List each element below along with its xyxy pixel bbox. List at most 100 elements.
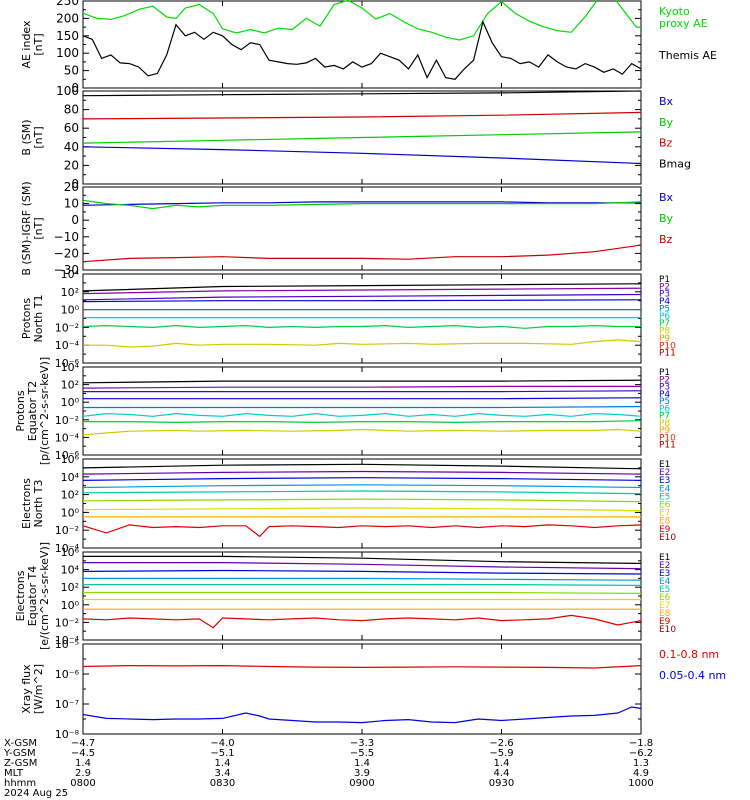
legend-entry: P9 — [659, 334, 670, 344]
y-tick-label: 50 — [64, 64, 79, 78]
series-line — [83, 577, 642, 581]
y-axis-label: [p/(cm^2-s-sr-keV)] — [38, 357, 51, 465]
legend-entry: P4 — [659, 390, 670, 400]
x-axis-tick-label: 3.4 — [215, 768, 231, 779]
y-tick-label: 10⁻⁶ — [55, 449, 80, 462]
series-line — [82, 428, 642, 436]
legend-entry: E9 — [659, 617, 671, 627]
series-line — [82, 569, 642, 575]
legend-entry: E10 — [659, 533, 676, 543]
series-line — [82, 470, 642, 475]
y-tick-label: 10 — [64, 197, 79, 211]
legend-entry: P6 — [659, 312, 670, 322]
series-line — [82, 244, 642, 263]
series-line — [83, 583, 642, 587]
y-tick-label: 10⁻⁶ — [55, 357, 80, 370]
y-axis-label: [W/m^2] — [32, 664, 45, 714]
y-axis-label: Electrons — [20, 478, 33, 529]
legend-entry: Bz — [659, 233, 673, 246]
series-line — [82, 293, 642, 301]
legend-entry: P5 — [659, 397, 670, 407]
legend-entry: E8 — [659, 517, 671, 527]
y-tick-label: 10⁻⁵ — [55, 638, 79, 651]
y-tick-label: 10⁻² — [55, 414, 79, 427]
panel-frame — [82, 643, 642, 735]
legend-entry: P6 — [659, 404, 670, 414]
y-axis-label: North T3 — [32, 480, 45, 528]
legend-entry: E6 — [659, 501, 671, 511]
x-axis-tick-label: 4.9 — [633, 768, 649, 779]
x-axis-tick-label: 0930 — [489, 778, 514, 789]
legend-entry: Bz — [659, 137, 673, 150]
panel-frame — [82, 551, 642, 641]
x-axis-tick-label: −6.2 — [629, 748, 653, 759]
legend-entry: E2 — [659, 468, 670, 478]
legend-entry: 0.1-0.8 nm — [659, 648, 719, 661]
legend-entry: E9 — [659, 525, 671, 535]
legend-entry: Themis AE — [658, 49, 717, 62]
x-axis-row-label: hhmm — [4, 778, 36, 789]
legend-entry: P3 — [659, 383, 670, 393]
series-line — [82, 507, 642, 512]
y-tick-label: 10⁶ — [61, 546, 80, 559]
legend-entry: P11 — [659, 441, 676, 451]
legend-entry: E1 — [659, 460, 670, 470]
series-line — [82, 490, 642, 495]
series-line — [82, 385, 641, 389]
x-axis-tick-label: −5.5 — [350, 748, 374, 759]
legend-entry: P11 — [659, 349, 676, 359]
series-line — [82, 664, 642, 669]
legend-entry: P2 — [659, 375, 670, 385]
y-tick-label: 10⁰ — [61, 304, 80, 317]
y-axis-label: B (SM) — [20, 119, 33, 155]
legend-entry: P7 — [659, 412, 670, 422]
y-tick-label: 150 — [56, 29, 79, 43]
legend-entry: E3 — [659, 476, 670, 486]
legend-entry: E4 — [659, 484, 671, 494]
legend-entry: P8 — [659, 327, 670, 337]
series-line — [82, 199, 642, 210]
y-tick-label: 10⁴ — [61, 471, 80, 484]
legend-entry: E7 — [659, 509, 670, 519]
legend-entry: 0.05-0.4 nm — [659, 669, 726, 682]
legend-entry: E7 — [659, 601, 670, 611]
legend-entry: Bx — [659, 95, 674, 108]
series-line — [82, 90, 642, 97]
legend-entry: E3 — [659, 569, 670, 579]
y-tick-label: 10⁻⁴ — [55, 339, 80, 352]
x-axis-row-label: Z-GSM — [4, 758, 37, 769]
x-axis-tick-label: 0800 — [70, 778, 95, 789]
series-line — [82, 477, 642, 481]
y-tick-label: 10⁰ — [61, 396, 80, 409]
legend-entry: proxy AE — [659, 17, 708, 30]
y-tick-label: 10⁻⁴ — [55, 634, 80, 647]
series-line — [83, 561, 642, 570]
series-line — [82, 0, 641, 41]
legend-entry: E4 — [659, 577, 671, 587]
y-tick-label: 10⁻⁴ — [55, 542, 80, 555]
legend-entry: Bx — [659, 191, 674, 204]
series-line — [82, 706, 642, 724]
y-tick-label: 20 — [64, 158, 79, 172]
y-tick-label: −20 — [54, 246, 79, 260]
y-axis-label: Protons — [20, 298, 33, 339]
series-line — [83, 420, 642, 424]
series-line — [82, 20, 642, 80]
y-tick-label: −30 — [54, 263, 79, 277]
y-tick-label: 60 — [64, 121, 79, 135]
y-tick-label: 100 — [56, 84, 79, 98]
legend-entry: P3 — [659, 290, 670, 300]
y-tick-label: 10⁰ — [61, 599, 80, 612]
legend-entry: E2 — [659, 561, 670, 571]
legend-entry: By — [659, 212, 674, 225]
legend-entry: E5 — [659, 492, 670, 502]
x-axis-tick-label: 0830 — [210, 778, 235, 789]
y-tick-label: 0 — [71, 177, 79, 191]
legend-entry: Bmag — [659, 157, 691, 170]
y-tick-label: 80 — [64, 103, 79, 117]
panel-frame — [82, 458, 642, 549]
y-tick-label: 20 — [64, 180, 79, 194]
series-line — [82, 201, 641, 206]
y-tick-label: 200 — [56, 11, 79, 25]
